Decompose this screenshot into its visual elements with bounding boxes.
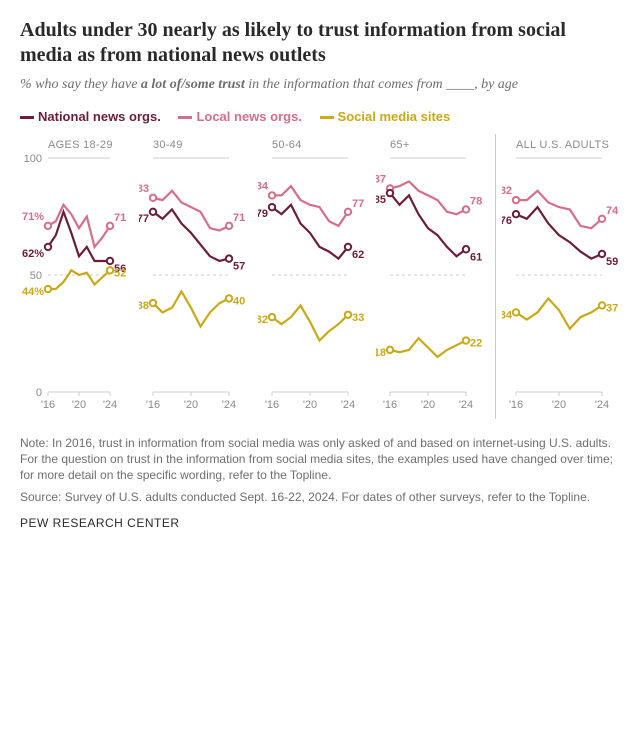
svg-text:79: 79 (258, 208, 268, 220)
svg-text:85: 85 (376, 194, 386, 206)
svg-text:57: 57 (233, 261, 245, 273)
svg-text:32: 32 (258, 314, 268, 326)
svg-text:38: 38 (139, 300, 149, 312)
svg-text:'16: '16 (146, 399, 160, 411)
svg-text:'24: '24 (459, 399, 473, 411)
chart-panels: 050100'16'20'24AGES 18-2971%62%44%715652… (20, 134, 620, 419)
svg-text:'24: '24 (103, 399, 117, 411)
svg-text:65+: 65+ (390, 139, 410, 151)
brand: PEW RESEARCH CENTER (20, 516, 620, 530)
chart-panel-3: '16 '20 '24 65+ 87 85 18 78 61 22 (376, 134, 489, 419)
svg-text:'16: '16 (264, 399, 278, 411)
svg-text:62: 62 (352, 249, 364, 261)
svg-text:59: 59 (606, 256, 618, 268)
svg-text:'24: '24 (340, 399, 354, 411)
svg-text:71: 71 (233, 212, 245, 224)
svg-text:87: 87 (376, 173, 386, 185)
svg-text:'16: '16 (509, 399, 523, 411)
svg-text:33: 33 (352, 312, 364, 324)
svg-text:77: 77 (352, 198, 364, 210)
source: Source: Survey of U.S. adults conducted … (20, 489, 620, 505)
legend-dash-national (20, 116, 34, 119)
svg-text:83: 83 (139, 183, 149, 195)
svg-text:40: 40 (233, 295, 245, 307)
chart-panel-4: '16 '20 '24 ALL U.S. ADULTS 82 76 34 74 59 37 (495, 134, 620, 419)
svg-text:18: 18 (376, 347, 386, 359)
svg-text:'20: '20 (72, 399, 86, 411)
svg-text:76: 76 (502, 215, 512, 227)
svg-text:'16: '16 (41, 399, 55, 411)
svg-text:50: 50 (30, 270, 42, 282)
legend-national: National news orgs. (20, 109, 161, 124)
subtitle-post: in the information that comes from ____,… (245, 77, 518, 92)
legend-dash-local (178, 116, 192, 119)
svg-text:AGES 18-29: AGES 18-29 (48, 139, 113, 151)
svg-text:22: 22 (470, 337, 482, 349)
svg-text:'20: '20 (184, 399, 198, 411)
legend-dash-social (320, 116, 334, 119)
svg-text:84: 84 (258, 180, 269, 192)
legend-social: Social media sites (320, 109, 451, 124)
svg-text:50-64: 50-64 (272, 139, 302, 151)
svg-text:37: 37 (606, 302, 618, 314)
chart-panel-1: '16 '20 '24 30-49 83 77 38 71 57 40 (139, 134, 252, 419)
svg-text:52: 52 (114, 267, 126, 279)
subtitle-pre: % who say they have (20, 77, 141, 92)
svg-text:30-49: 30-49 (153, 139, 183, 151)
svg-text:ALL U.S. ADULTS: ALL U.S. ADULTS (516, 139, 609, 151)
svg-text:78: 78 (470, 195, 482, 207)
subtitle-bold: a lot of/some trust (141, 77, 245, 92)
legend-local: Local news orgs. (178, 109, 301, 124)
legend-local-label: Local news orgs. (196, 109, 301, 124)
svg-text:77: 77 (139, 213, 149, 225)
svg-text:62%: 62% (22, 248, 44, 260)
legend-national-label: National news orgs. (38, 109, 161, 124)
svg-text:34: 34 (502, 309, 513, 321)
svg-text:71: 71 (114, 212, 126, 224)
svg-text:'20: '20 (552, 399, 566, 411)
chart-panel-2: '16 '20 '24 50-64 84 79 32 77 62 33 (258, 134, 371, 419)
chart-panel-0: 050100'16'20'24AGES 18-2971%62%44%715652 (20, 134, 133, 419)
page-title: Adults under 30 nearly as likely to trus… (20, 18, 620, 68)
svg-text:71%: 71% (22, 211, 44, 223)
svg-text:'20: '20 (421, 399, 435, 411)
svg-text:61: 61 (470, 251, 482, 263)
svg-text:'20: '20 (302, 399, 316, 411)
svg-text:100: 100 (24, 153, 42, 165)
legend-social-label: Social media sites (338, 109, 451, 124)
svg-text:'24: '24 (222, 399, 236, 411)
legend: National news orgs. Local news orgs. Soc… (20, 109, 620, 124)
svg-text:'16: '16 (383, 399, 397, 411)
svg-text:'24: '24 (595, 399, 609, 411)
svg-text:74: 74 (606, 205, 619, 217)
svg-text:82: 82 (502, 185, 512, 197)
note: Note: In 2016, trust in information from… (20, 435, 620, 484)
svg-text:0: 0 (36, 387, 42, 399)
svg-text:44%: 44% (22, 286, 44, 298)
subtitle: % who say they have a lot of/some trust … (20, 76, 620, 95)
